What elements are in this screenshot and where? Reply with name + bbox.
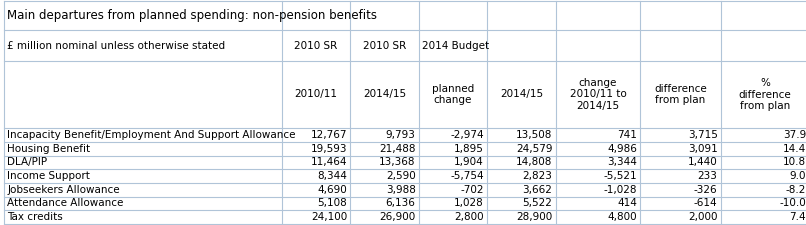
Text: Housing Benefit: Housing Benefit xyxy=(7,144,90,154)
Text: 9.0: 9.0 xyxy=(790,171,806,181)
Text: Income Support: Income Support xyxy=(7,171,90,181)
Text: Incapacity Benefit/Employment And Support Allowance: Incapacity Benefit/Employment And Suppor… xyxy=(7,130,296,140)
Text: 4,800: 4,800 xyxy=(608,212,637,222)
Text: 3,344: 3,344 xyxy=(607,158,637,167)
Text: 1,904: 1,904 xyxy=(455,158,484,167)
Text: 26,900: 26,900 xyxy=(380,212,416,222)
Text: 24,579: 24,579 xyxy=(516,144,552,154)
Text: 7.4: 7.4 xyxy=(790,212,806,222)
Text: Tax credits: Tax credits xyxy=(7,212,63,222)
Text: 12,767: 12,767 xyxy=(310,130,347,140)
Text: %
difference
from plan: % difference from plan xyxy=(739,78,791,111)
Text: Main departures from planned spending: non-pension benefits: Main departures from planned spending: n… xyxy=(7,9,377,22)
Text: -5,754: -5,754 xyxy=(451,171,484,181)
Text: 2010 SR: 2010 SR xyxy=(294,40,338,51)
Text: 1,895: 1,895 xyxy=(454,144,484,154)
Text: 4,690: 4,690 xyxy=(318,185,347,195)
Text: 13,508: 13,508 xyxy=(516,130,552,140)
Text: DLA/PIP: DLA/PIP xyxy=(7,158,48,167)
Text: £ million nominal unless otherwise stated: £ million nominal unless otherwise state… xyxy=(7,40,226,51)
Text: -8.2: -8.2 xyxy=(786,185,806,195)
Text: planned
change: planned change xyxy=(432,84,474,105)
Text: 4,986: 4,986 xyxy=(607,144,637,154)
Text: 2010/11: 2010/11 xyxy=(295,90,338,99)
Text: 2014/15: 2014/15 xyxy=(500,90,543,99)
Text: 14.4: 14.4 xyxy=(783,144,806,154)
Text: Jobseekers Allowance: Jobseekers Allowance xyxy=(7,185,120,195)
Text: 5,108: 5,108 xyxy=(318,198,347,208)
Text: -614: -614 xyxy=(694,198,717,208)
Text: 8,344: 8,344 xyxy=(318,171,347,181)
Text: -326: -326 xyxy=(694,185,717,195)
Text: 233: 233 xyxy=(698,171,717,181)
Text: 3,662: 3,662 xyxy=(522,185,552,195)
Text: 2014 Budget: 2014 Budget xyxy=(422,40,489,51)
Text: -5,521: -5,521 xyxy=(604,171,637,181)
Text: 2,823: 2,823 xyxy=(522,171,552,181)
Text: 1,440: 1,440 xyxy=(688,158,717,167)
Text: 2010 SR: 2010 SR xyxy=(363,40,406,51)
Text: 14,808: 14,808 xyxy=(516,158,552,167)
Text: -10.0: -10.0 xyxy=(779,198,806,208)
Text: 9,793: 9,793 xyxy=(386,130,416,140)
Text: 2,000: 2,000 xyxy=(688,212,717,222)
Text: 24,100: 24,100 xyxy=(311,212,347,222)
Text: 2,590: 2,590 xyxy=(386,171,416,181)
Text: 13,368: 13,368 xyxy=(379,158,416,167)
Text: 21,488: 21,488 xyxy=(379,144,416,154)
Text: 37.9: 37.9 xyxy=(783,130,806,140)
Text: 414: 414 xyxy=(617,198,637,208)
Text: 2014/15: 2014/15 xyxy=(363,90,406,99)
Text: 5,522: 5,522 xyxy=(522,198,552,208)
Text: change
2010/11 to
2014/15: change 2010/11 to 2014/15 xyxy=(570,78,626,111)
Text: 28,900: 28,900 xyxy=(516,212,552,222)
Text: difference
from plan: difference from plan xyxy=(654,84,707,105)
Text: Attendance Allowance: Attendance Allowance xyxy=(7,198,123,208)
Text: 1,028: 1,028 xyxy=(455,198,484,208)
Text: 6,136: 6,136 xyxy=(386,198,416,208)
Text: 10.8: 10.8 xyxy=(783,158,806,167)
Text: 3,988: 3,988 xyxy=(386,185,416,195)
Text: -702: -702 xyxy=(460,185,484,195)
Text: -2,974: -2,974 xyxy=(451,130,484,140)
Text: -1,028: -1,028 xyxy=(604,185,637,195)
Text: 2,800: 2,800 xyxy=(455,212,484,222)
Text: 3,715: 3,715 xyxy=(688,130,717,140)
Text: 3,091: 3,091 xyxy=(688,144,717,154)
Text: 11,464: 11,464 xyxy=(310,158,347,167)
Text: 741: 741 xyxy=(617,130,637,140)
Text: 19,593: 19,593 xyxy=(310,144,347,154)
